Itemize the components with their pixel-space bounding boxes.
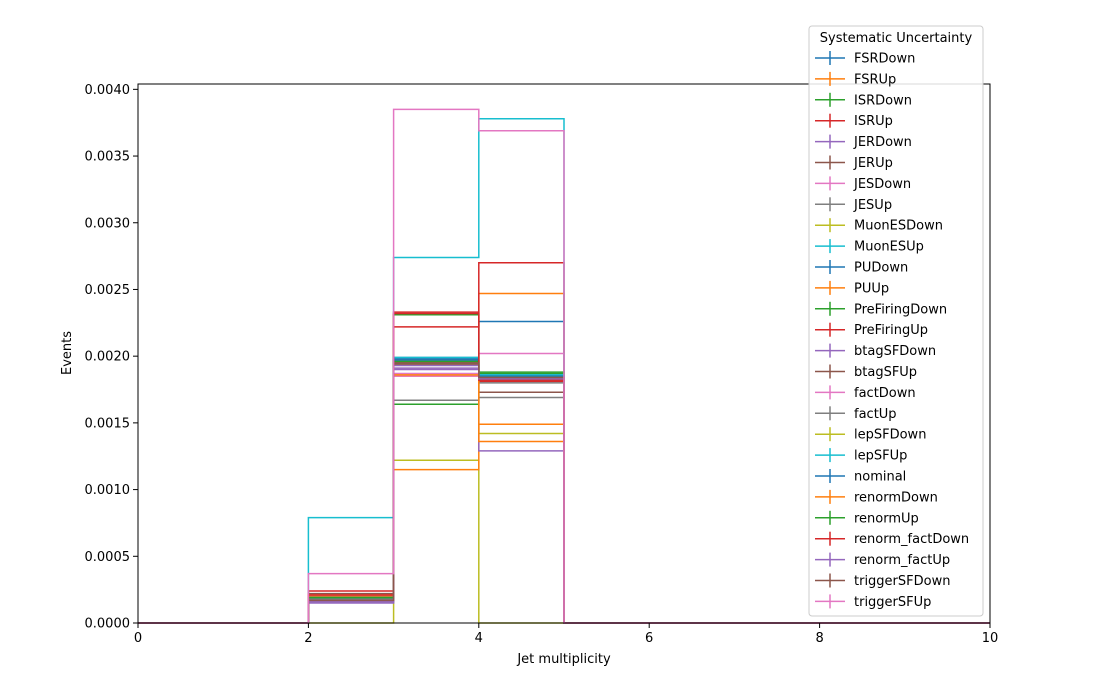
y-axis: 0.0000 0.0005 0.0010 0.0015 0.0020 0.0025 0.00… bbox=[85, 83, 138, 632]
x-tick-label: 2 bbox=[304, 631, 312, 646]
legend-label: PUUp bbox=[854, 281, 889, 296]
legend-label: btagSFUp bbox=[854, 365, 917, 380]
legend-entry-prefiringup: PreFiringUp bbox=[815, 322, 928, 338]
legend-label: PUDown bbox=[854, 261, 908, 276]
y-tick-label: 0.0000 bbox=[85, 617, 131, 632]
y-tick-label: 0.0020 bbox=[85, 350, 131, 365]
legend-label: renorm_factDown bbox=[854, 532, 969, 547]
legend-entry-jerup: JERUp bbox=[815, 155, 893, 171]
y-tick-label: 0.0010 bbox=[85, 483, 131, 498]
legend-label: MuonESUp bbox=[854, 240, 924, 255]
legend-entry-factup: factUp bbox=[815, 406, 897, 422]
legend-entry-puup: PUUp bbox=[815, 280, 889, 296]
legend-entry-renormdown: renormDown bbox=[815, 489, 938, 505]
legend-entry-fsrdown: FSRDown bbox=[815, 51, 915, 67]
legend-label: PreFiringUp bbox=[854, 323, 928, 338]
legend-entry-isrdown: ISRDown bbox=[815, 92, 912, 108]
legend-entry-isrup: ISRUp bbox=[815, 113, 893, 129]
legend-label: renormUp bbox=[854, 511, 919, 526]
y-tick-label: 0.0030 bbox=[85, 216, 131, 231]
legend-label: ISRUp bbox=[854, 114, 893, 129]
legend-box bbox=[808, 25, 984, 617]
x-tick-label: 8 bbox=[815, 631, 823, 646]
x-tick-label: 10 bbox=[982, 631, 999, 646]
legend-title: Systematic Uncertainty bbox=[820, 31, 973, 46]
legend-label: renorm_factUp bbox=[854, 553, 950, 568]
legend: Systematic Uncertainty FSRDown FSRUp ISRDo… bbox=[808, 25, 984, 617]
legend-label: lepSFUp bbox=[854, 449, 907, 464]
legend-entry-renorm-factdown: renorm_factDown bbox=[815, 531, 969, 547]
x-axis-label: Jet multiplicity bbox=[516, 652, 611, 667]
legend-entry-fsrup: FSRUp bbox=[815, 71, 896, 87]
legend-label: MuonESDown bbox=[854, 219, 943, 234]
y-tick-label: 0.0025 bbox=[85, 283, 131, 298]
y-tick-label: 0.0035 bbox=[85, 150, 131, 165]
legend-entry-renorm-factup: renorm_factUp bbox=[815, 552, 950, 568]
legend-entry-lepsfdown: lepSFDown bbox=[815, 427, 926, 443]
legend-entry-prefiringdown: PreFiringDown bbox=[815, 301, 947, 317]
legend-label: FSRDown bbox=[854, 52, 915, 67]
x-axis: 0 2 4 6 8 10 bbox=[134, 623, 998, 646]
x-tick-label: 6 bbox=[645, 631, 653, 646]
legend-items: FSRDown FSRUp ISRDown ISRUp JERDown JERUp JESD… bbox=[815, 51, 969, 610]
legend-entry-triggersfup: triggerSFUp bbox=[815, 594, 931, 610]
x-tick-label: 4 bbox=[475, 631, 483, 646]
legend-entry-btagsfdown: btagSFDown bbox=[815, 343, 936, 359]
legend-entry-jesdown: JESDown bbox=[815, 176, 911, 192]
legend-label: factUp bbox=[854, 407, 897, 422]
legend-entry-triggersfdown: triggerSFDown bbox=[815, 573, 950, 589]
legend-label: btagSFDown bbox=[854, 344, 936, 359]
legend-entry-muonesdown: MuonESDown bbox=[815, 218, 943, 234]
legend-entry-lepsfup: lepSFUp bbox=[815, 448, 907, 464]
y-tick-label: 0.0040 bbox=[85, 83, 131, 98]
legend-entry-btagsfup: btagSFUp bbox=[815, 364, 917, 380]
legend-label: triggerSFUp bbox=[854, 595, 931, 610]
legend-label: factDown bbox=[854, 386, 916, 401]
legend-label: lepSFDown bbox=[854, 428, 926, 443]
legend-label: JESDown bbox=[853, 177, 911, 192]
y-axis-label: Events bbox=[60, 331, 75, 375]
legend-label: PreFiringDown bbox=[854, 302, 947, 317]
legend-label: renormDown bbox=[854, 490, 938, 505]
legend-label: JERDown bbox=[853, 135, 912, 150]
legend-entry-muonesup: MuonESUp bbox=[815, 239, 924, 255]
legend-label: ISRDown bbox=[854, 93, 912, 108]
legend-entry-jerdown: JERDown bbox=[815, 134, 912, 150]
legend-entry-renormup: renormUp bbox=[815, 510, 919, 526]
legend-entry-pudown: PUDown bbox=[815, 260, 908, 276]
plot-frame bbox=[137, 83, 991, 624]
y-tick-label: 0.0005 bbox=[85, 550, 131, 565]
legend-label: JERUp bbox=[853, 156, 893, 171]
legend-label: nominal bbox=[854, 470, 906, 485]
legend-entry-nominal: nominal bbox=[815, 469, 906, 485]
x-tick-label: 0 bbox=[134, 631, 142, 646]
legend-label: JESUp bbox=[853, 198, 892, 213]
legend-label: triggerSFDown bbox=[854, 574, 950, 589]
legend-entry-factdown: factDown bbox=[815, 385, 916, 401]
legend-entry-jesup: JESUp bbox=[815, 197, 892, 213]
legend-label: FSRUp bbox=[854, 72, 896, 87]
y-tick-label: 0.0015 bbox=[85, 416, 131, 431]
